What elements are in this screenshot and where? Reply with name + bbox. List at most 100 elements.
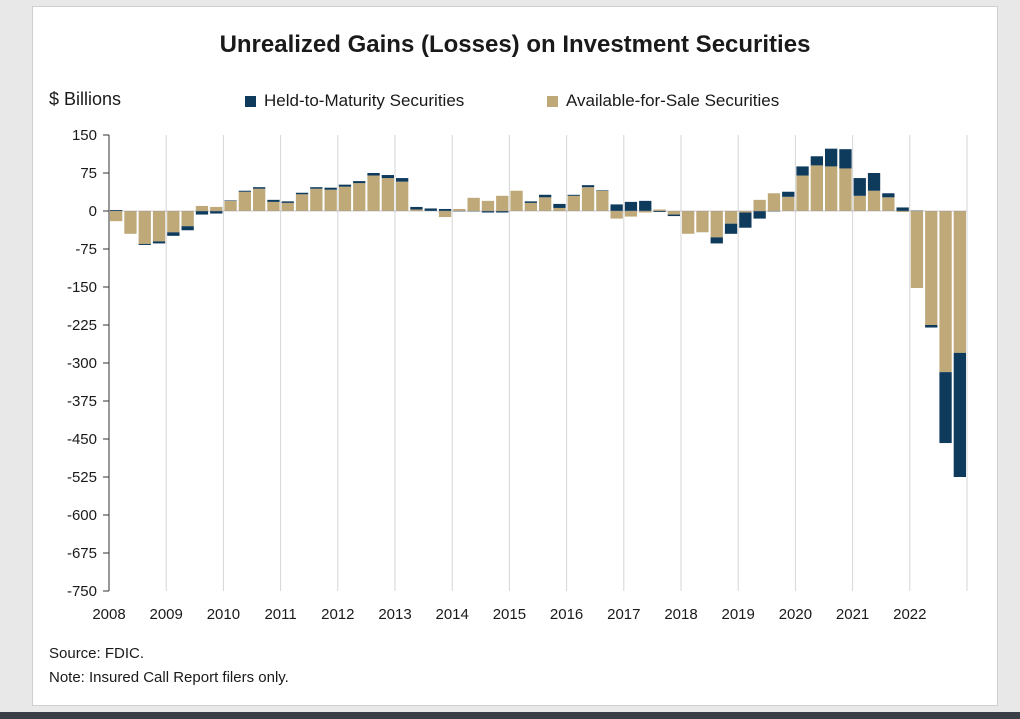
bar-htm [739,212,752,228]
y-tick-label: -600 [67,507,97,524]
bar-afs [110,211,123,222]
bar-afs [124,211,137,234]
bar-afs [181,211,194,227]
x-tick-label: 2022 [893,606,926,623]
bar-afs [867,190,881,211]
y-tick-label: -150 [67,279,97,296]
x-tick-label: 2019 [722,606,755,623]
legend-item-afs: Available-for-Sale Securities [547,91,779,111]
bar-afs [152,211,166,242]
bar-afs [438,211,452,218]
bar-htm [782,191,795,197]
bar-htm [839,149,852,169]
bar-afs [295,194,309,211]
chart-plot: 150 75 0 -75 -150 -225 -300 -375 -450 -525 -600 -67… [67,127,968,623]
chart-card: Unrealized Gains (Losses) on Investment … [32,6,998,706]
y-tick-label: -375 [67,393,97,410]
bar-afs [367,175,380,211]
bar-afs [481,200,495,211]
legend-label-htm: Held-to-Maturity Securities [264,91,465,110]
legend-item-htm: Held-to-Maturity Securities [245,91,464,111]
bar-afs [810,165,823,211]
legend-swatch-htm [245,95,256,107]
bar-afs [667,211,680,215]
bar-afs [396,181,409,211]
bar-htm [310,187,323,189]
bar-htm [653,211,666,213]
bar-afs [338,186,352,211]
bar-afs [939,211,952,373]
bar-htm [367,173,380,176]
x-tick-label: 2009 [150,606,183,623]
bar-afs [195,205,209,211]
bar-htm [181,226,194,231]
bar-afs [639,211,652,213]
bar-htm [224,200,237,201]
bar-afs [353,183,366,211]
bar-afs [925,211,938,325]
bar-afs [782,196,795,211]
bar-htm [581,185,595,188]
bar-afs [510,190,523,211]
bar-htm [338,184,352,187]
bar-afs [853,195,866,211]
legend-label-afs: Available-for-Sale Securities [566,91,780,110]
bar-afs [896,211,909,213]
bar-htm [167,232,180,236]
bar-htm [295,192,309,195]
bar-htm [553,203,566,208]
bar-htm [710,237,723,244]
bar-htm [925,325,938,328]
bar-afs [724,211,738,224]
bar-htm [481,211,495,213]
x-tick-label: 2013 [378,606,411,623]
bar-afs [539,197,552,211]
bar-htm [667,214,680,217]
x-tick-label: 2020 [779,606,812,623]
bar-htm [896,207,909,211]
bar-htm [438,208,452,211]
bar-afs [253,188,266,211]
bar-afs [839,168,852,211]
y-tick-label: -675 [67,545,97,562]
bar-afs [467,197,480,211]
bar-htm [724,223,738,234]
bar-afs [210,206,223,211]
bar-afs [381,178,394,211]
bar-htm [424,208,437,211]
bar-afs [167,211,180,233]
bar-htm [953,352,966,477]
bar-htm [253,187,266,189]
bar-afs [453,208,466,211]
x-tick-label: 2021 [836,606,869,623]
bar-afs [267,201,280,211]
bar-afs [310,188,323,211]
bar-htm [138,243,151,245]
y-axis-label: $ Billions [49,89,122,109]
bar-htm [624,201,638,211]
y-tick-label: -75 [75,241,97,258]
x-tick-label: 2008 [92,606,125,623]
bar-htm [853,178,866,196]
bar-htm [810,156,823,166]
y-tick-label: -300 [67,355,97,372]
y-tick-label: 150 [72,127,97,144]
bar-afs [910,211,924,289]
x-tick-label: 2018 [664,606,697,623]
bar-afs [567,195,580,211]
bar-afs [553,207,566,211]
bar-afs [324,189,337,211]
source-note: Source: FDIC. [49,645,145,662]
footnote: Note: Insured Call Report filers only. [49,669,289,686]
bar-afs [624,211,638,217]
bar-afs [882,197,895,211]
bar-htm [396,178,409,182]
bar-htm [381,175,394,179]
bar-htm [939,372,952,444]
window-bottom-strip [0,712,1020,719]
bar-htm [825,148,838,167]
y-tick-label: 0 [89,203,97,220]
bar-afs [753,199,766,211]
bar-htm [524,201,537,203]
bar-afs [596,190,609,211]
